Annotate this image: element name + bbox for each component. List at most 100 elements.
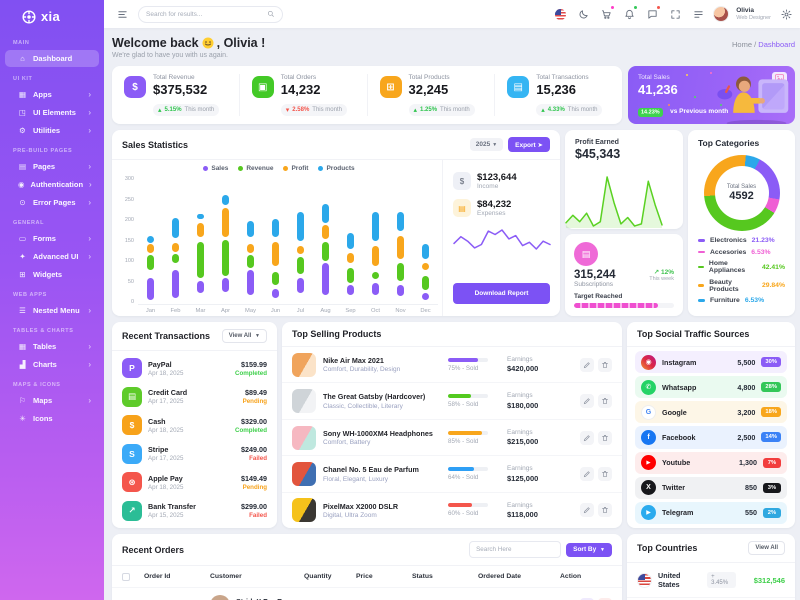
category-name: Accesories <box>710 248 747 256</box>
delete-button[interactable] <box>598 503 612 518</box>
edit-button[interactable] <box>580 394 594 409</box>
sidebar-item-error-pages[interactable]: ⊙ Error Pages › <box>5 194 99 211</box>
cart-icon[interactable] <box>598 5 616 22</box>
delete-button[interactable] <box>598 598 612 600</box>
transactions-view-all-button[interactable]: View All ▼ <box>221 329 267 343</box>
bar-segment-sales-jul <box>297 278 304 294</box>
top-countries-card: Top Countries View All United States + 3.… <box>627 534 795 600</box>
edit-button[interactable] <box>580 503 594 518</box>
sidebar-section-label: UI KIT <box>13 76 33 82</box>
stripe-icon: S <box>122 443 142 464</box>
product-sold-zone: 64% - Sold <box>448 466 500 481</box>
product-actions <box>580 430 612 445</box>
notifications-bell-icon[interactable] <box>621 5 639 22</box>
social-row-youtube: ▶ Youtube 1,300 7% <box>635 451 787 474</box>
bar-segment-profit-jan <box>147 244 154 253</box>
breadcrumb-current: Dashboard <box>758 40 795 49</box>
hamburger-menu-icon[interactable] <box>114 6 130 22</box>
notifications-badge <box>633 5 639 10</box>
sidebar-item-maps[interactable]: ⚐ Maps › <box>5 392 99 409</box>
sidebar-item-ui-elements[interactable]: ◳ UI Elements › <box>5 104 99 121</box>
transaction-row-apple-pay: ⊛ Apple Pay Apr 18, 2025 $149.49 Pending <box>122 472 267 493</box>
edit-button[interactable] <box>580 357 594 372</box>
sidebar-item-authentication[interactable]: ◉ Authentication › <box>5 176 99 193</box>
fullscreen-icon[interactable] <box>667 6 683 22</box>
transaction-info: Credit Card Apr 17, 2025 <box>148 388 187 405</box>
user-info[interactable]: Olivia Web Designer <box>736 7 771 21</box>
edit-button[interactable] <box>580 430 594 445</box>
arrow-down-icon: ▾ <box>285 107 290 114</box>
bar-segment-revenue-feb <box>172 253 179 264</box>
sidebar-item-label: Tables <box>33 342 57 351</box>
categories-donut-chart: Total Sales 4592 <box>703 155 780 231</box>
sidebar-item-pages[interactable]: ▤ Pages › <box>5 158 99 175</box>
top-categories-card: Top Categories Total Sales 4592 Electron… <box>688 130 795 316</box>
transaction-amount: $89.49 <box>245 388 267 398</box>
sidebar-item-utilities[interactable]: ⚙ Utilities › <box>5 122 99 139</box>
sidebar-item-nested-menu[interactable]: ☰ Nested Menu › <box>5 302 99 319</box>
sort-by-button[interactable]: Sort By ▼ <box>566 542 612 557</box>
countries-view-all-button[interactable]: View All <box>748 541 785 555</box>
user-avatar[interactable] <box>713 6 730 22</box>
sidebar-item-icons[interactable]: ✳ Icons <box>5 410 99 427</box>
sidebar-item-widgets[interactable]: ⊞ Widgets <box>5 266 99 283</box>
orders-table-body: #spk-1025StrideX Pro RunnerFootwear3$678… <box>112 588 622 600</box>
sidebar-item-tables[interactable]: ▦ Tables › <box>5 338 99 355</box>
delete-button[interactable] <box>598 357 612 372</box>
bar-segment-profit-jun <box>272 242 279 267</box>
total-sales-card: Total Sales 41,236 14.23% vs Previous mo… <box>628 66 795 124</box>
sidebar-item-forms[interactable]: ▭ Forms › <box>5 230 99 247</box>
orders-search-input[interactable] <box>476 546 555 553</box>
customer-avatar <box>210 595 230 600</box>
sidebar: xia MAIN ⌂ Dashboard UI KIT ▦ Apps › ◳ UI Elemen… <box>0 0 104 600</box>
product-actions <box>580 394 612 409</box>
stat-delta-pill: ▾ 2.58% This month <box>280 104 347 116</box>
social-name: Whatsapp <box>662 382 697 392</box>
settings-gear-icon[interactable] <box>778 6 794 22</box>
delete-button[interactable] <box>598 394 612 409</box>
stat-total-orders: ▣ Total Orders 14,232 ▾ 2.58% This month <box>238 74 367 116</box>
delete-button[interactable] <box>598 430 612 445</box>
delete-button[interactable] <box>598 466 612 481</box>
tables-icon: ▦ <box>18 342 27 351</box>
sidebar-item-label: Advanced UI <box>33 252 79 261</box>
sidebar-item-charts[interactable]: ▟ Charts › <box>5 356 99 373</box>
topbar: Olivia Web Designer <box>104 0 800 28</box>
order-actions <box>580 598 612 600</box>
language-flag-icon[interactable] <box>552 6 568 22</box>
sidebar-item-advanced-ui[interactable]: ✦ Advanced UI › <box>5 248 99 265</box>
product-actions <box>580 357 612 372</box>
edit-button[interactable] <box>580 598 594 600</box>
sidebar-item-label: Icons <box>33 414 53 423</box>
stat-delta-value: 4.33% <box>547 107 565 113</box>
product-tags: Comfort, Durability, Design <box>323 366 401 374</box>
facebook-icon: f <box>641 429 656 445</box>
sidebar-item-dashboard[interactable]: ⌂ Dashboard <box>5 50 99 67</box>
transaction-amount: $149.49 <box>241 473 267 483</box>
messages-icon[interactable] <box>644 5 662 22</box>
sidebar-item-apps[interactable]: ▦ Apps › <box>5 86 99 103</box>
chevron-right-icon: › <box>88 198 91 207</box>
download-report-button[interactable]: Download Report <box>453 283 550 304</box>
product-row-the-great-gatsby-hardcover-: The Great Gatsby (Hardcover) Classic, Col… <box>282 382 622 418</box>
product-image <box>292 498 316 523</box>
search-input[interactable] <box>146 10 262 18</box>
breadcrumb-home[interactable]: Home <box>732 40 753 49</box>
country-row-united-states: United States + 3.45% $312,546 <box>627 563 795 598</box>
bar-segment-profit-may <box>247 244 254 253</box>
product-sold-label: 85% - Sold <box>448 437 479 445</box>
task-list-icon[interactable] <box>690 6 706 22</box>
bar-segment-profit-feb <box>172 243 179 252</box>
edit-button[interactable] <box>580 466 594 481</box>
year-dropdown[interactable]: 2025 ▼ <box>469 138 504 151</box>
social-row-facebook: f Facebook 2,500 14% <box>635 426 787 449</box>
category-legend-furniture: Furniture 6.53% <box>698 297 785 304</box>
logo[interactable]: xia <box>0 0 104 32</box>
product-earnings: Earnings $180,000 <box>507 392 565 410</box>
customer-name: StrideX Pro Runner <box>236 597 302 600</box>
select-all-checkbox[interactable] <box>122 572 130 581</box>
export-button[interactable]: Export ➤ <box>508 137 550 152</box>
product-sold-label: 75% - Sold <box>448 364 479 372</box>
dark-mode-icon[interactable] <box>575 6 591 22</box>
stat-value: $375,532 <box>153 82 208 97</box>
